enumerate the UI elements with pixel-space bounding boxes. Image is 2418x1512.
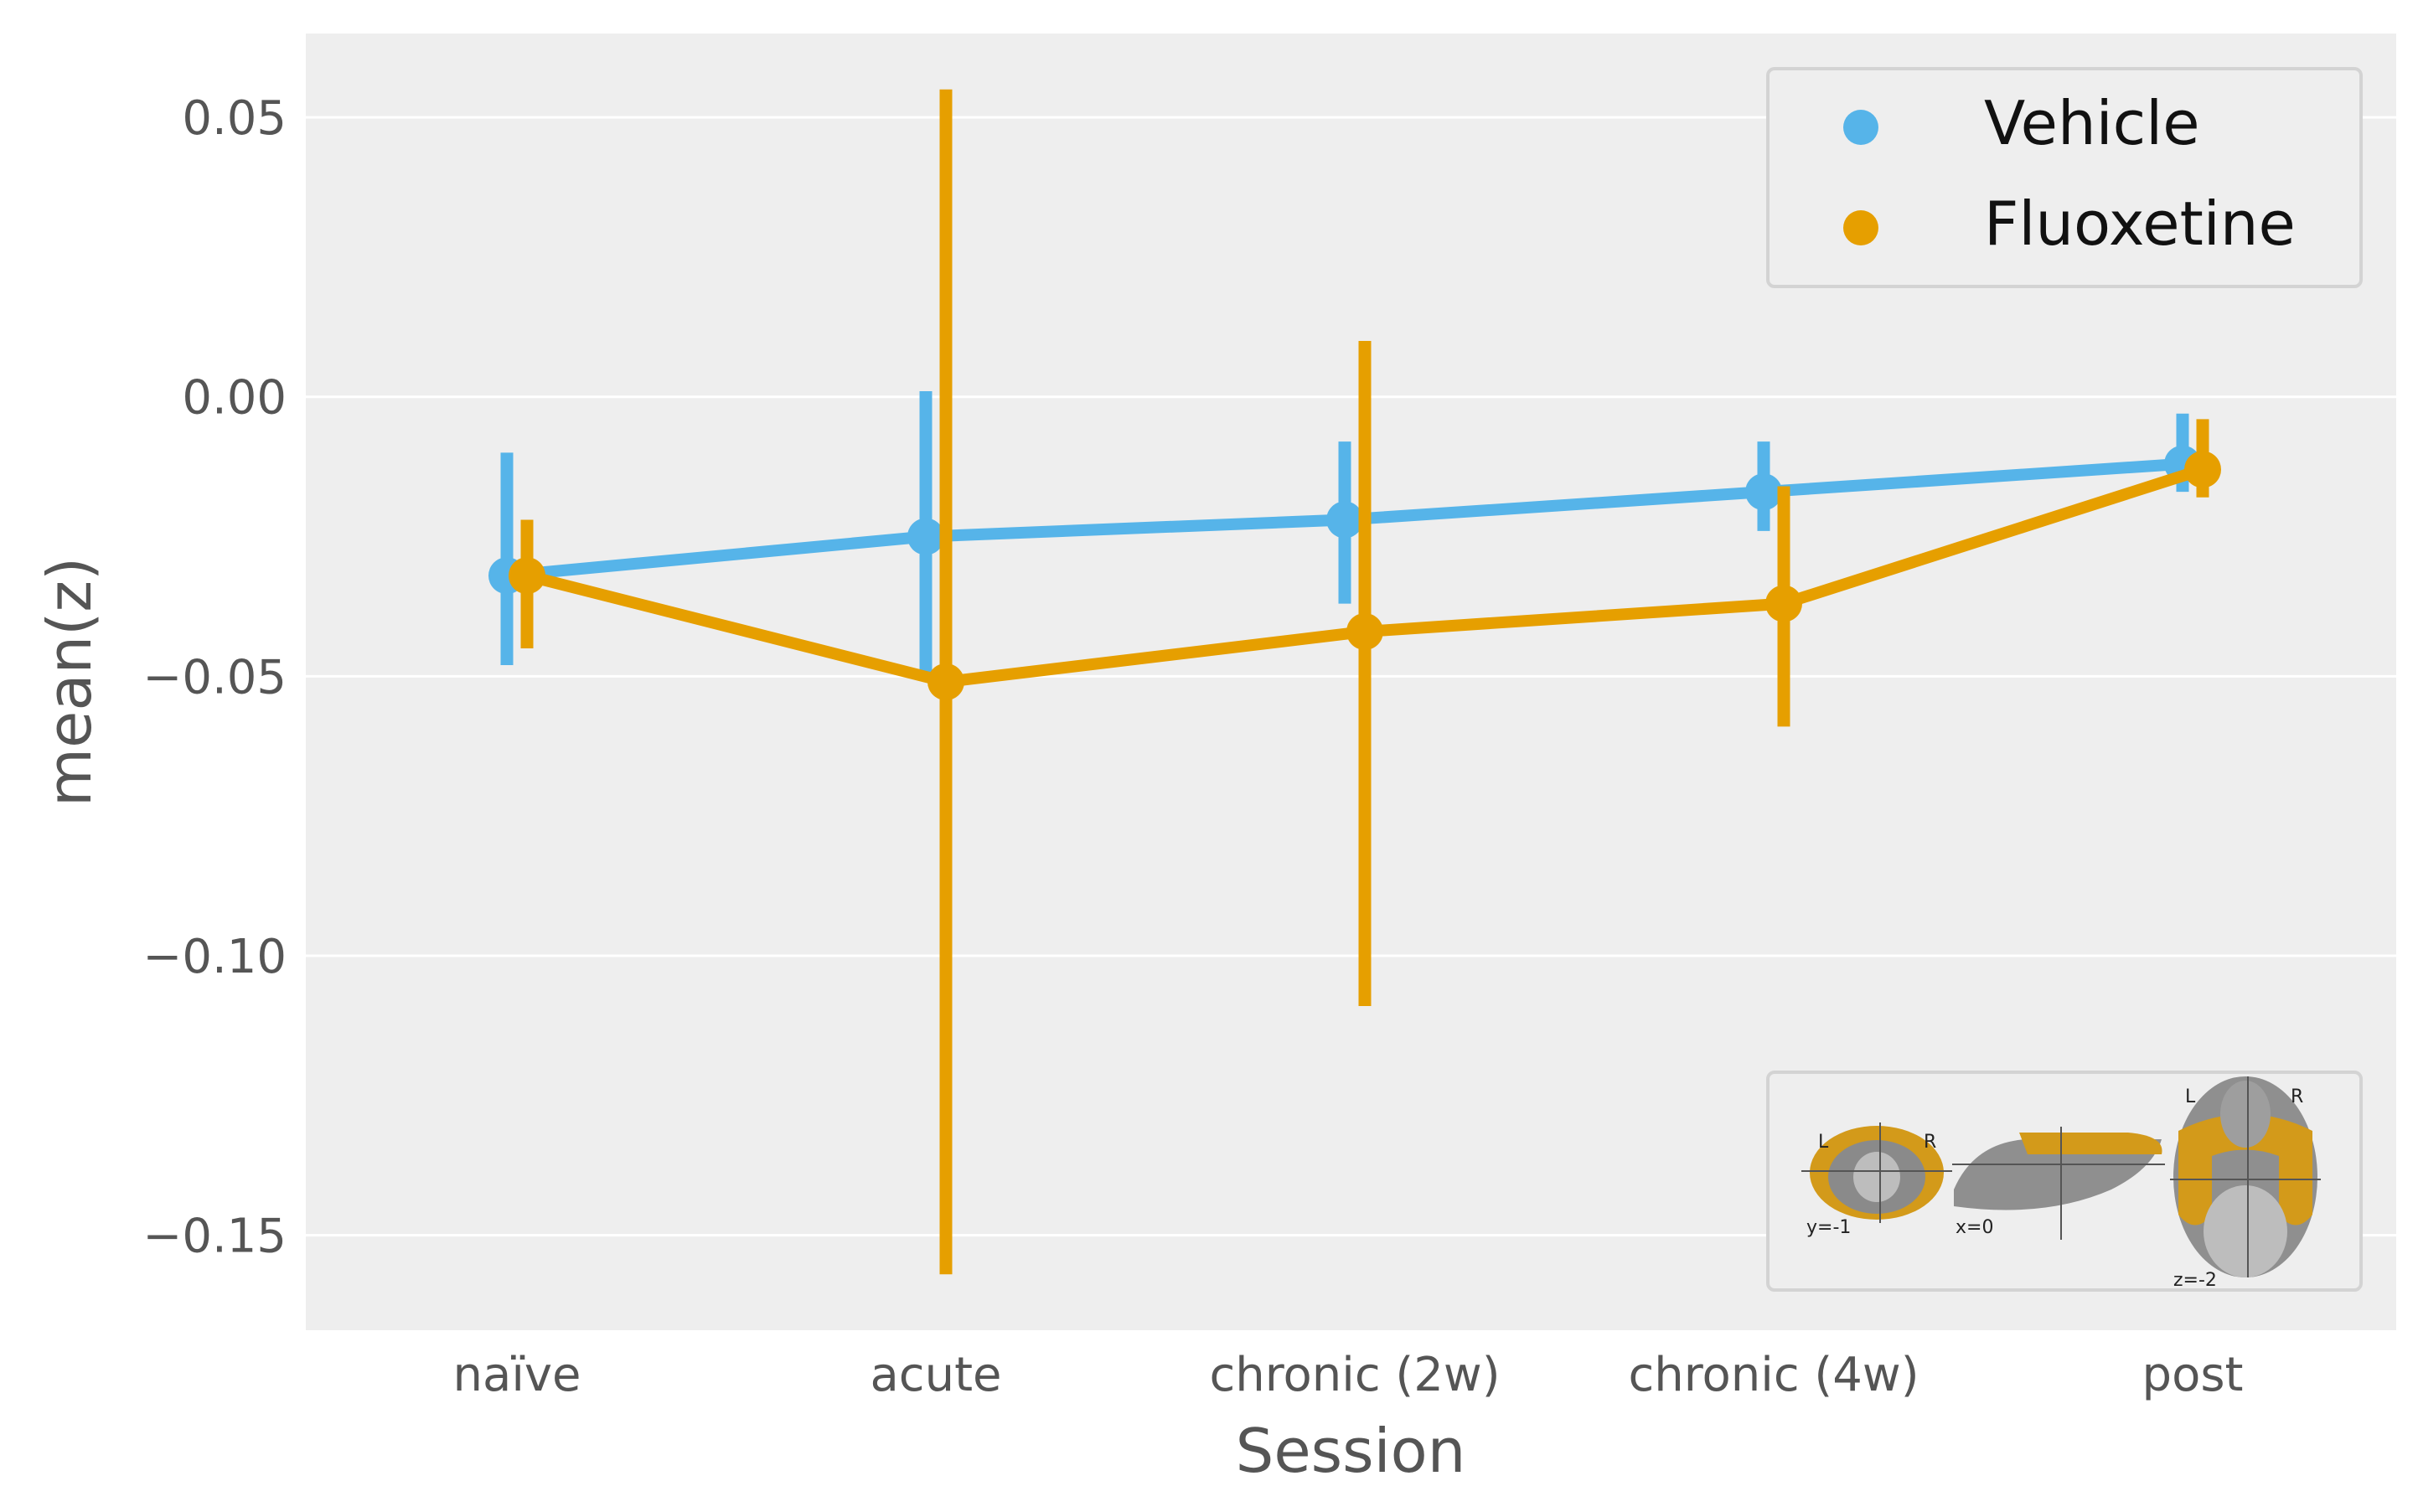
inset-axial-right: R: [2291, 1086, 2303, 1107]
x-tick-label: chronic (4w): [1628, 1348, 1919, 1402]
legend: Vehicle Fluoxetine: [1766, 67, 2363, 288]
legend-marker-fluoxetine: [1843, 210, 1878, 245]
y-tick-label: 0.05: [182, 91, 287, 146]
brain-axial-view-icon: [2170, 1076, 2321, 1277]
x-tick-label: naïve: [453, 1348, 581, 1402]
y-tick-label: 0.00: [182, 371, 287, 426]
y-tick-labels: 0.05 0.00 −0.05 −0.10 −0.15: [142, 91, 287, 1263]
x-tick-label: acute: [870, 1348, 1001, 1402]
y-tick-label: −0.05: [142, 650, 287, 704]
inset-coronal-left: L: [1818, 1132, 1829, 1153]
data-point: [927, 663, 964, 700]
series-layer: [488, 89, 2221, 1275]
inset-axial-left: L: [2185, 1086, 2196, 1107]
data-point: [509, 557, 545, 595]
inset-coronal-right: R: [1924, 1132, 1936, 1153]
x-tick-label: post: [2142, 1348, 2244, 1402]
inset-coronal-coord: y=-1: [1806, 1217, 1851, 1238]
legend-label-fluoxetine: Fluoxetine: [1984, 188, 2296, 259]
data-point: [1765, 585, 1802, 622]
data-point: [907, 518, 944, 555]
inset-sagittal-coord: x=0: [1956, 1217, 1993, 1238]
inset-axial-coord: z=-2: [2173, 1270, 2217, 1291]
y-axis-label: mean(z): [34, 557, 105, 807]
brain-sagittal-view-icon: [1952, 1127, 2165, 1240]
brain-coronal-view-icon: [1801, 1122, 1952, 1223]
data-point: [1745, 473, 1782, 511]
brain-mask-inset: L R y=-1 x=0 L R z=-2: [1766, 1071, 2363, 1292]
x-axis-label: Session: [1236, 1416, 1466, 1486]
x-tick-label: chronic (2w): [1209, 1348, 1500, 1402]
x-tick-labels: naïve acute chronic (2w) chronic (4w) post: [453, 1348, 2244, 1402]
legend-box: [1766, 67, 2363, 288]
y-tick-label: −0.10: [142, 930, 287, 984]
y-tick-label: −0.15: [142, 1210, 287, 1264]
legend-marker-vehicle: [1843, 110, 1878, 145]
series-fluoxetine: [509, 89, 2221, 1275]
data-point: [1326, 501, 1363, 539]
data-point: [1346, 612, 1383, 650]
legend-label-vehicle: Vehicle: [1984, 88, 2199, 158]
data-point: [2184, 451, 2221, 488]
